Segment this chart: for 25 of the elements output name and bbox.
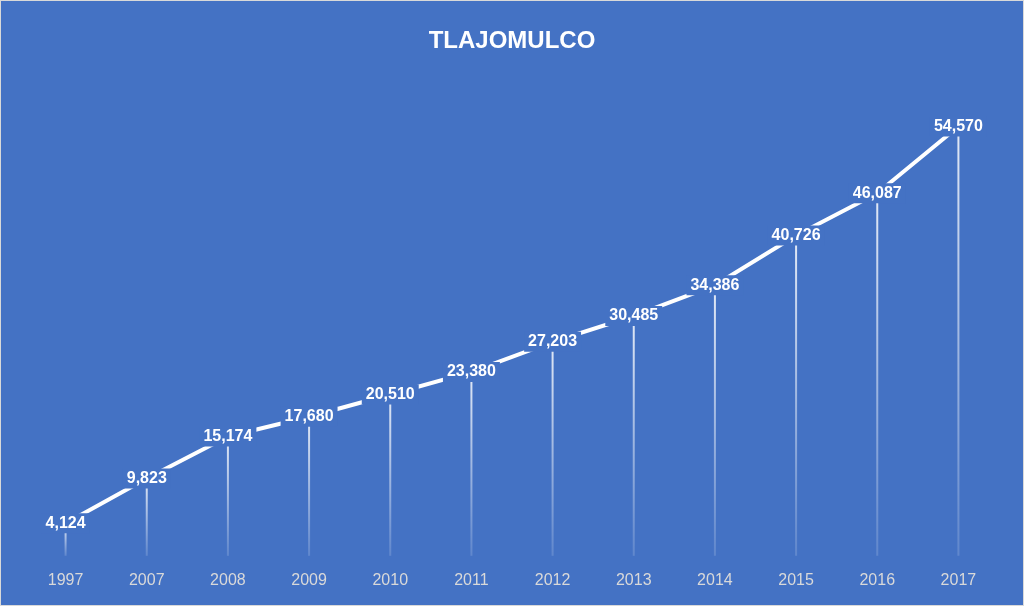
data-label: 15,174 (203, 426, 253, 444)
data-label: 27,203 (528, 332, 578, 350)
data-label: 4,124 (45, 513, 86, 531)
data-label: 20,510 (365, 384, 415, 402)
x-tick-label: 2008 (210, 570, 246, 588)
data-label: 9,823 (126, 468, 167, 486)
x-tick-label: 2011 (454, 570, 489, 588)
data-label: 54,570 (933, 116, 983, 134)
x-tick-label: 2013 (615, 570, 652, 588)
data-label: 30,485 (609, 306, 659, 324)
x-tick-label: 2012 (534, 570, 571, 588)
chart-title: TLAJOMULCO (428, 26, 596, 54)
x-tick-label: 2014 (697, 570, 733, 588)
x-tick-label: 2016 (859, 570, 896, 588)
x-tick-label: 1997 (47, 570, 84, 588)
data-label: 40,726 (771, 225, 821, 243)
x-tick-label: 2007 (128, 570, 165, 588)
x-tick-label: 2009 (291, 570, 327, 588)
data-label: 23,380 (446, 362, 496, 380)
x-tick-label: 2017 (940, 570, 977, 588)
x-tick-label: 2010 (372, 570, 409, 588)
x-tick-label: 2015 (778, 570, 814, 588)
data-label: 46,087 (852, 183, 902, 201)
data-label: 17,680 (284, 407, 334, 425)
data-label: 34,386 (690, 275, 740, 293)
